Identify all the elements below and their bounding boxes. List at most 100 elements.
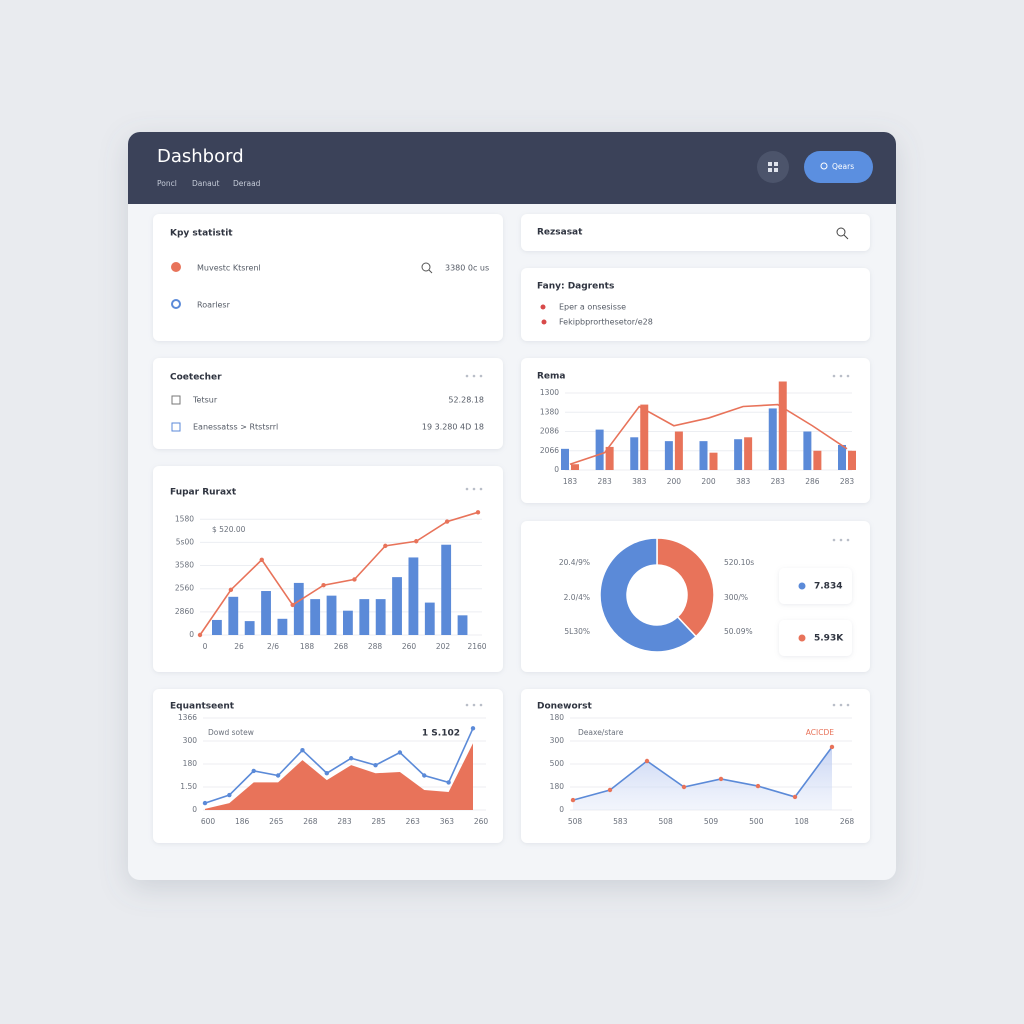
point bbox=[275, 773, 281, 778]
bar bbox=[212, 619, 222, 635]
annotation: $ 520.00 bbox=[212, 525, 246, 534]
point bbox=[422, 773, 427, 778]
point bbox=[324, 771, 330, 776]
x-tick-label: 268 bbox=[334, 642, 349, 651]
x-tick-label: 583 bbox=[613, 817, 628, 826]
search-placeholder: Rezsasat bbox=[537, 228, 583, 238]
point bbox=[414, 539, 419, 544]
x-tick-label: 500 bbox=[749, 817, 764, 826]
annotation: 1 S.102 bbox=[422, 729, 460, 739]
icon bbox=[768, 162, 772, 166]
x-tick-label: 285 bbox=[371, 817, 386, 826]
panel-title: Kpy statistit bbox=[170, 229, 233, 239]
bar bbox=[359, 599, 370, 635]
x-tick-label: 263 bbox=[406, 817, 421, 826]
point bbox=[475, 510, 481, 515]
y-tick-label: 1380 bbox=[540, 407, 559, 416]
page-title: Dashbord bbox=[157, 146, 244, 167]
y-tick-label: 1.50 bbox=[180, 782, 197, 791]
point bbox=[251, 768, 256, 774]
bar bbox=[441, 544, 452, 635]
bar bbox=[640, 404, 649, 470]
slice-label: 2.0/4% bbox=[564, 593, 590, 602]
y-tick-label: 300 bbox=[183, 736, 198, 745]
y-tick-label: 0 bbox=[189, 630, 194, 639]
x-tick-label: 283 bbox=[337, 817, 352, 826]
x-tick-label: 0 bbox=[203, 642, 208, 651]
bar bbox=[408, 557, 419, 635]
point bbox=[290, 602, 295, 608]
point bbox=[397, 750, 403, 755]
bar bbox=[699, 441, 708, 470]
bar bbox=[457, 615, 468, 635]
slice-label: 50.09% bbox=[724, 627, 753, 636]
y-tick-label: 2560 bbox=[175, 584, 194, 593]
point bbox=[570, 797, 576, 803]
legend-dot bbox=[798, 582, 806, 590]
search-button[interactable] bbox=[804, 151, 873, 183]
x-tick-label: 363 bbox=[440, 817, 455, 826]
y-tick-label: 0 bbox=[192, 805, 197, 814]
bar bbox=[375, 599, 386, 635]
icon bbox=[171, 422, 181, 432]
bar bbox=[310, 599, 321, 635]
panel-title: Fupar Ruraxt bbox=[170, 488, 237, 498]
x-tick-label: 265 bbox=[269, 817, 284, 826]
point bbox=[444, 519, 450, 524]
slice-label: 20.4/9% bbox=[559, 558, 590, 567]
point bbox=[348, 756, 354, 761]
search-icon bbox=[421, 262, 431, 272]
search-bar[interactable] bbox=[521, 214, 870, 251]
x-tick-label: 288 bbox=[368, 642, 383, 651]
point bbox=[259, 557, 264, 562]
bar bbox=[571, 464, 579, 470]
legend-card bbox=[779, 568, 852, 604]
x-tick-label: 508 bbox=[659, 817, 674, 826]
point bbox=[228, 587, 234, 593]
icon bbox=[171, 395, 181, 405]
panel-title: Rema bbox=[537, 372, 566, 382]
nav-link: Danaut bbox=[192, 179, 219, 188]
bar bbox=[343, 610, 353, 635]
more-menu[interactable] bbox=[465, 374, 850, 707]
trend-line bbox=[199, 511, 479, 636]
bar bbox=[605, 446, 614, 470]
y-tick-label: 180 bbox=[183, 759, 198, 768]
y-tick-label: 2086 bbox=[540, 427, 559, 436]
y-tick-label: 180 bbox=[550, 782, 565, 791]
point bbox=[321, 583, 326, 588]
grid-button[interactable] bbox=[757, 151, 789, 183]
x-tick-label: 26 bbox=[234, 642, 244, 651]
point bbox=[352, 577, 357, 582]
slice-label: 5L30% bbox=[564, 627, 590, 636]
legend-card bbox=[779, 620, 852, 656]
icon bbox=[774, 168, 778, 172]
annotation: Dowd sotew bbox=[208, 728, 254, 737]
icon bbox=[774, 162, 778, 166]
search-icon bbox=[843, 234, 849, 240]
row-value: 52.28.18 bbox=[448, 396, 484, 405]
bar bbox=[803, 431, 812, 470]
x-tick-label: 383 bbox=[632, 477, 647, 486]
x-tick-label: 383 bbox=[736, 477, 751, 486]
point bbox=[197, 632, 203, 638]
line bbox=[204, 728, 474, 804]
bar bbox=[261, 591, 271, 635]
search-icon bbox=[428, 269, 433, 274]
bar bbox=[244, 621, 255, 635]
bar bbox=[630, 437, 639, 470]
x-tick-label: 509 bbox=[704, 817, 719, 826]
bar bbox=[734, 439, 743, 470]
nav-link: Poncl bbox=[157, 179, 177, 188]
x-tick-label: 260 bbox=[402, 642, 417, 651]
donut-slice bbox=[656, 537, 715, 638]
area bbox=[573, 746, 832, 810]
bar bbox=[664, 441, 673, 470]
bar bbox=[277, 618, 288, 635]
x-tick-label: 183 bbox=[563, 477, 578, 486]
y-tick-label: 2860 bbox=[175, 607, 194, 616]
slice-label: 300/% bbox=[724, 593, 748, 602]
panel-title: Coetecher bbox=[170, 373, 222, 383]
bar bbox=[595, 429, 604, 470]
